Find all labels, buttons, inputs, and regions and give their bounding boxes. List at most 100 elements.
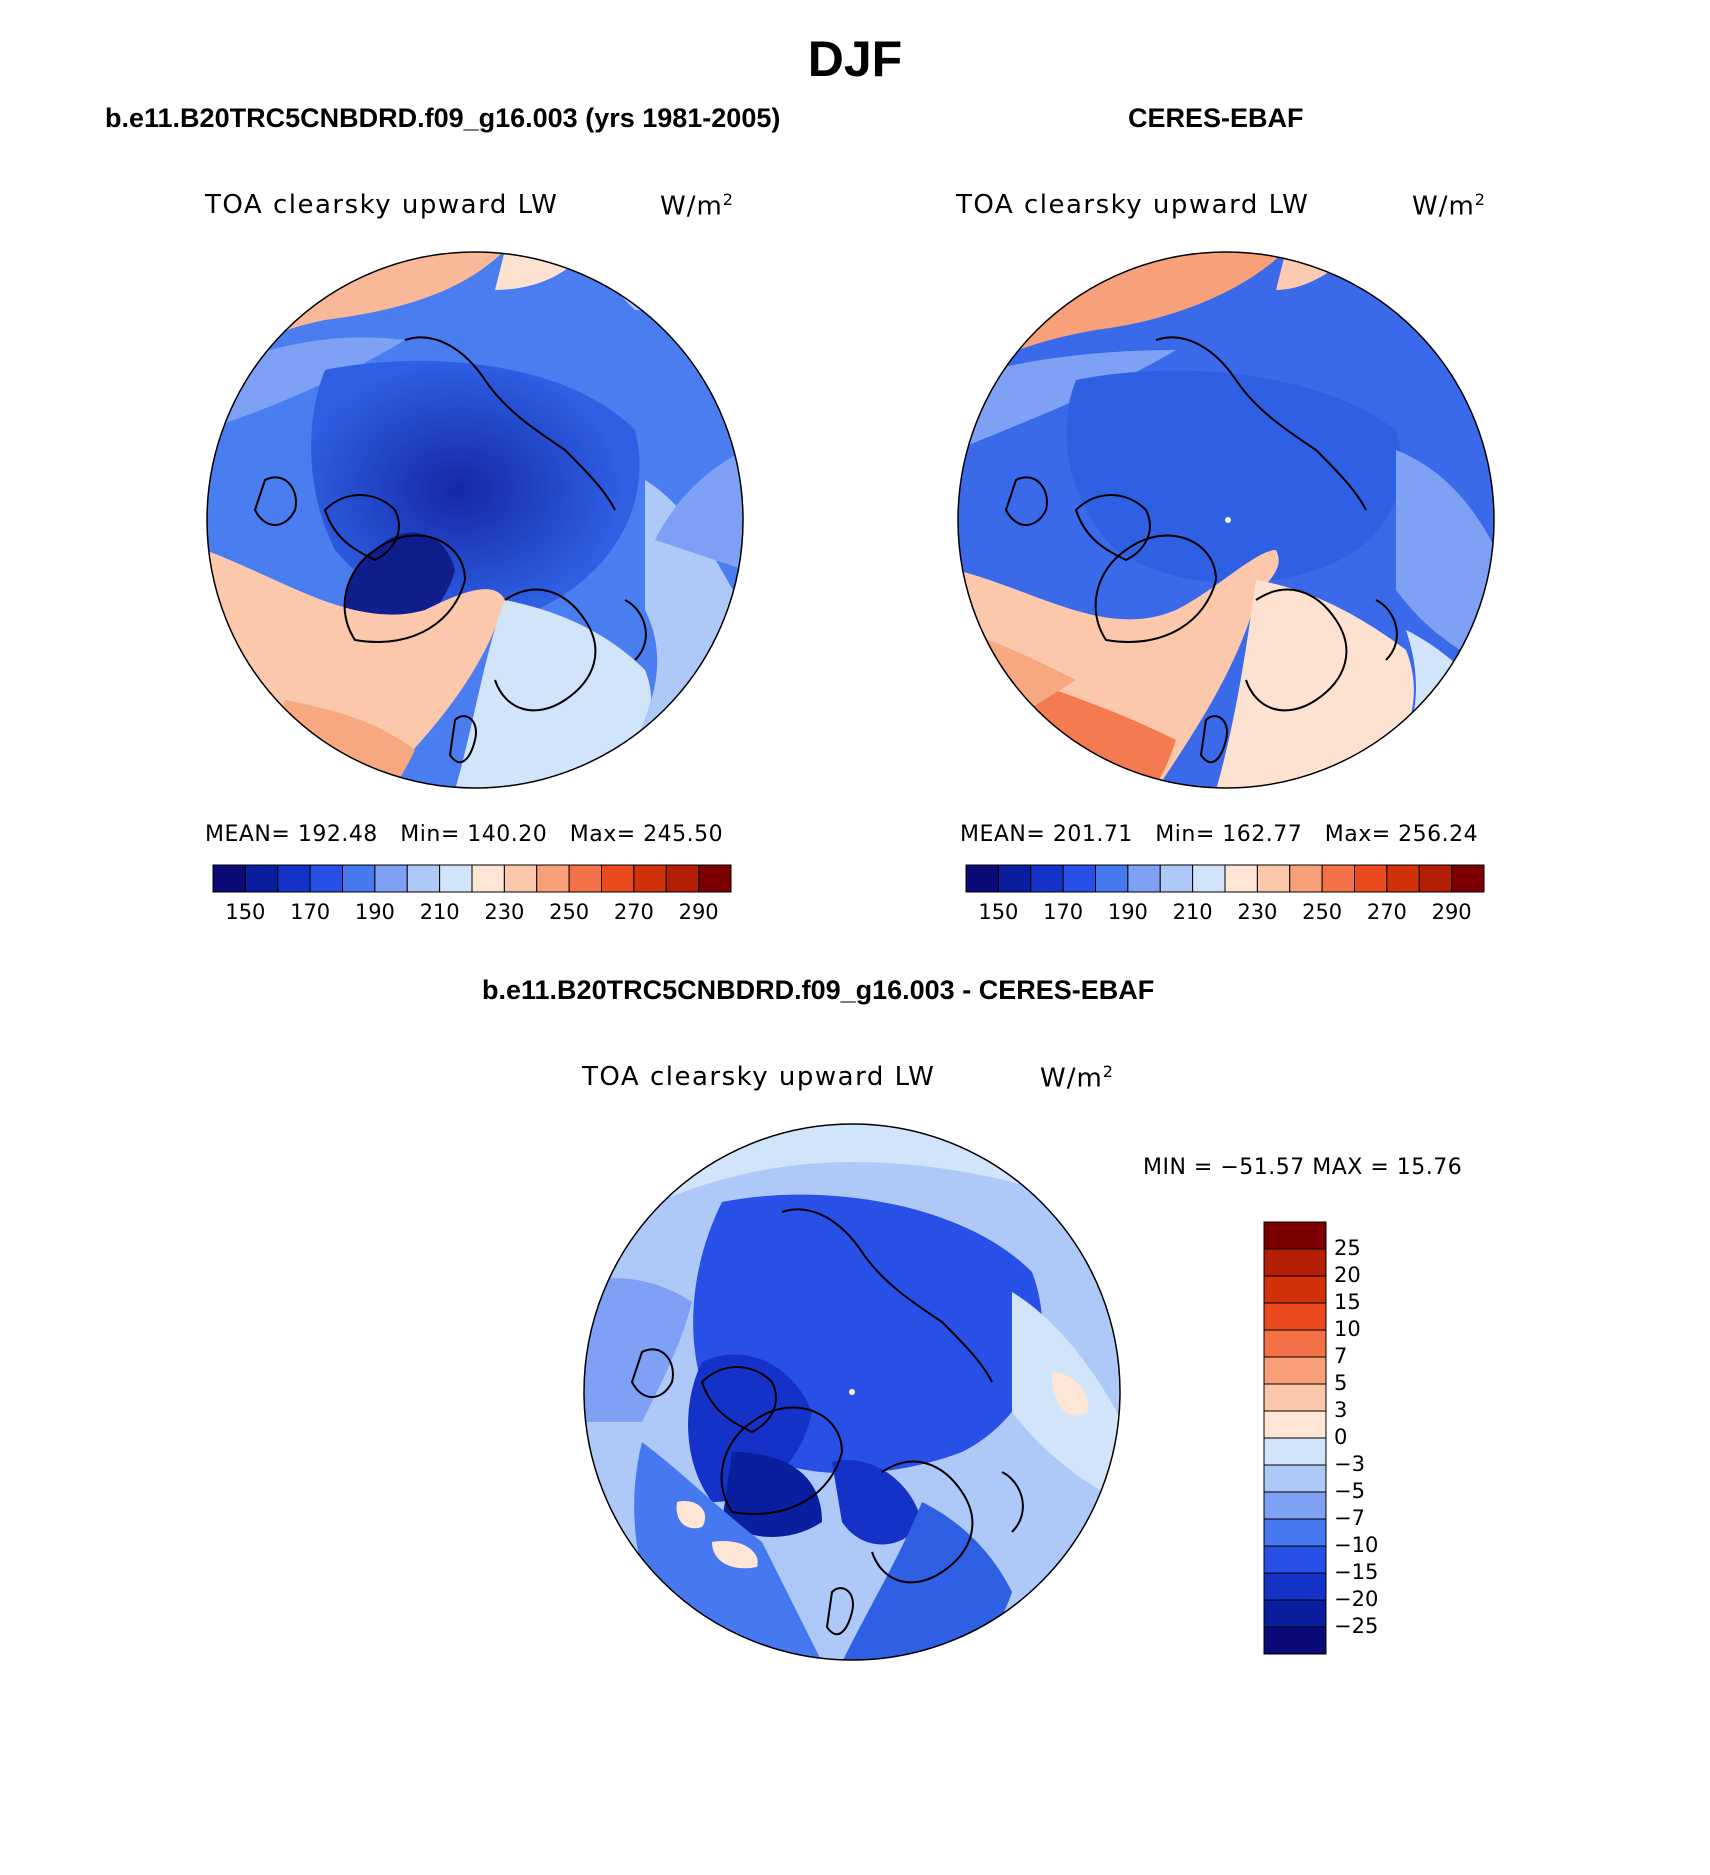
colorbar-swatch — [1354, 864, 1388, 893]
colorbar-swatch — [1263, 1329, 1327, 1358]
colorbar-tick-label: 3 — [1334, 1398, 1348, 1422]
colorbar-swatch — [568, 864, 603, 893]
colorbar-swatch — [1263, 1302, 1327, 1331]
panel-2-pole-marker — [1225, 517, 1231, 523]
panel-2-map — [957, 251, 1495, 789]
colorbar-swatch — [1159, 864, 1194, 893]
colorbar-swatch — [212, 864, 246, 893]
colorbar-tick-label: 250 — [549, 900, 590, 924]
colorbar-swatch — [374, 864, 408, 893]
colorbar-swatch — [471, 864, 505, 893]
colorbar-swatch — [1263, 1410, 1327, 1439]
colorbar-tick-label: 210 — [1172, 900, 1213, 924]
colorbar-swatch — [1095, 864, 1129, 893]
panel-1-variable-label: TOA clearsky upward LW — [205, 190, 559, 220]
colorbar-tick-label: −25 — [1334, 1614, 1379, 1638]
panel-1-map — [206, 251, 744, 789]
colorbar-swatch — [698, 864, 732, 893]
panel-3-greenland-core — [722, 1452, 822, 1537]
colorbar-swatch — [1263, 1518, 1327, 1547]
colorbar-tick-label: 250 — [1302, 900, 1343, 924]
colorbar-swatch — [1263, 1221, 1327, 1250]
colorbar-tick-label: −10 — [1334, 1533, 1379, 1557]
panel-2-stats: MEAN= 201.71 Min= 162.77 Max= 256.24 — [960, 822, 1479, 847]
colorbar-tick-label: −5 — [1334, 1479, 1365, 1503]
panel-3-minmax: MIN = −51.57 MAX = 15.76 — [1143, 1155, 1463, 1180]
colorbar-swatch — [997, 864, 1032, 893]
colorbar-swatch — [1263, 1491, 1327, 1520]
panel-2-title: CERES-EBAF — [1128, 103, 1304, 133]
colorbar-tick-label: 170 — [1043, 900, 1084, 924]
colorbar-swatch — [1263, 1275, 1327, 1304]
colorbar-tick-label: 170 — [290, 900, 331, 924]
colorbar-tick-label: −15 — [1334, 1560, 1379, 1584]
colorbar-swatch — [1321, 864, 1356, 893]
colorbar-swatch — [1263, 1572, 1327, 1601]
panel-2-units: W/m2 — [1412, 190, 1486, 222]
panel-3-variable-label: TOA clearsky upward LW — [582, 1062, 936, 1092]
colorbar-swatch — [633, 864, 667, 893]
colorbar-swatch — [1263, 1599, 1327, 1628]
colorbar-swatch — [1062, 864, 1097, 893]
panel-1-map-border — [206, 251, 744, 789]
colorbar-tick-label: 290 — [678, 900, 719, 924]
colorbar-tick-label: 270 — [1366, 900, 1407, 924]
panel-3-units: W/m2 — [1040, 1062, 1114, 1094]
colorbar-tick-label: 230 — [484, 900, 525, 924]
colorbar-tick-label: 7 — [1334, 1344, 1348, 1368]
colorbar-swatch — [244, 864, 279, 893]
colorbar-swatch — [1192, 864, 1226, 893]
colorbar-swatch — [1451, 864, 1485, 893]
colorbar-tick-label: −7 — [1334, 1506, 1365, 1530]
colorbar-swatch — [536, 864, 570, 893]
panel-3-map — [583, 1123, 1121, 1661]
colorbar-swatch — [1256, 864, 1291, 893]
colorbar-tick-label: 10 — [1334, 1317, 1361, 1341]
panel-3-coastlines — [630, 1208, 1024, 1636]
colorbar-swatch — [1289, 864, 1323, 893]
colorbar-tick-label: −3 — [1334, 1452, 1365, 1476]
panel-3-title: b.e11.B20TRC5CNBDRD.f09_g16.003 - CERES-… — [482, 975, 1155, 1005]
colorbar-tick-label: 190 — [1107, 900, 1148, 924]
colorbar-tick-label: 290 — [1431, 900, 1472, 924]
colorbar-swatch — [1263, 1437, 1327, 1466]
panel-1-colorbar — [212, 864, 732, 893]
panel-3-colorbar — [1263, 1221, 1327, 1655]
colorbar-swatch — [1127, 864, 1161, 893]
colorbar-tick-label: 230 — [1237, 900, 1278, 924]
colorbar-tick-label: 150 — [978, 900, 1019, 924]
colorbar-swatch — [665, 864, 700, 893]
panel-1-title: b.e11.B20TRC5CNBDRD.f09_g16.003 (yrs 198… — [105, 103, 781, 133]
panel-2-variable-label: TOA clearsky upward LW — [956, 190, 1310, 220]
colorbar-swatch — [1224, 864, 1258, 893]
colorbar-tick-label: 25 — [1334, 1236, 1361, 1260]
colorbar-swatch — [965, 864, 999, 893]
colorbar-swatch — [277, 864, 311, 893]
colorbar-tick-label: 210 — [419, 900, 460, 924]
colorbar-swatch — [503, 864, 538, 893]
colorbar-swatch — [1263, 1545, 1327, 1574]
panel-2-colorbar-ticks: 150 170 190 210 230 250 270 290 — [966, 900, 1484, 930]
colorbar-tick-label: 15 — [1334, 1290, 1361, 1314]
colorbar-swatch — [1263, 1464, 1327, 1493]
colorbar-tick-label: 190 — [354, 900, 395, 924]
panel-3-colorbar-ticks: 25 20 15 10 7 5 3 0 −3 −5 −7 −10 −15 −20 −25 — [1334, 1222, 1414, 1654]
panel-2-europe — [1216, 580, 1414, 788]
panel-1-europe — [455, 600, 652, 788]
colorbar-swatch — [1418, 864, 1453, 893]
colorbar-swatch — [1030, 864, 1064, 893]
colorbar-tick-label: 5 — [1334, 1371, 1348, 1395]
colorbar-tick-label: 270 — [613, 900, 654, 924]
panel-1-coastlines — [253, 336, 647, 764]
panel-2-colorbar — [965, 864, 1485, 893]
colorbar-swatch — [601, 864, 635, 893]
colorbar-swatch — [1263, 1383, 1327, 1412]
colorbar-swatch — [1263, 1626, 1327, 1655]
panel-2-coastlines — [1004, 336, 1398, 764]
colorbar-swatch — [342, 864, 376, 893]
colorbar-swatch — [439, 864, 473, 893]
colorbar-tick-label: −20 — [1334, 1587, 1379, 1611]
colorbar-swatch — [1263, 1356, 1327, 1385]
panel-1-stats: MEAN= 192.48 Min= 140.20 Max= 245.50 — [205, 822, 724, 847]
colorbar-swatch — [406, 864, 441, 893]
